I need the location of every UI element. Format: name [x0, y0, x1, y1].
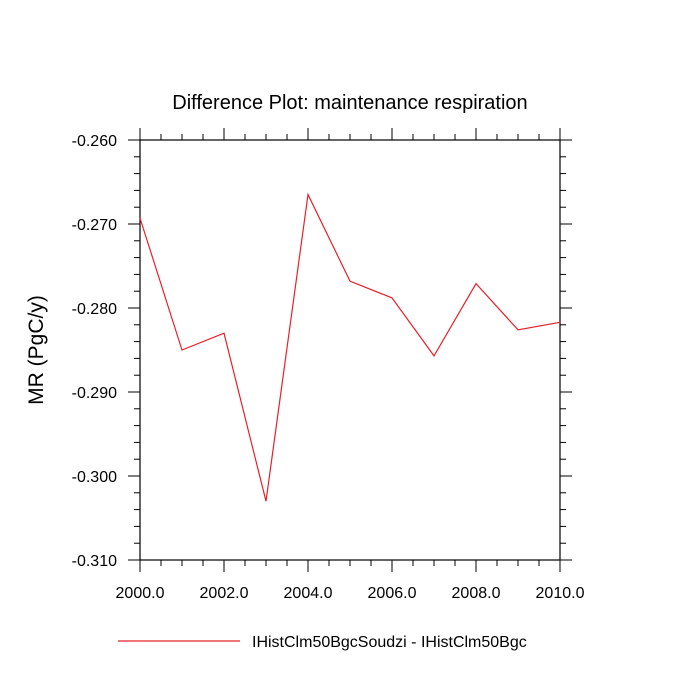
- y-tick-label: -0.270: [72, 217, 117, 234]
- x-axis: 2000.0 2002.0 2004.0 2006.0 2008.0 2010.0: [116, 128, 585, 602]
- y-tick-label: -0.260: [72, 133, 117, 150]
- y-tick-label: -0.310: [72, 553, 117, 570]
- x-tick-label: 2006.0: [368, 585, 417, 602]
- x-tick-label: 2004.0: [284, 585, 333, 602]
- y-tick-label: -0.290: [72, 385, 117, 402]
- x-tick-label: 2010.0: [536, 585, 585, 602]
- y-axis: -0.260 -0.270 -0.280 -0.290 -0.300 -0.310: [72, 133, 572, 570]
- y-tick-label: -0.300: [72, 469, 117, 486]
- x-tick-label: 2000.0: [116, 585, 165, 602]
- x-tick-label: 2008.0: [452, 585, 501, 602]
- series-line: [139, 192, 561, 502]
- y-tick-label: -0.280: [72, 301, 117, 318]
- y-axis-label: MR (PgC/y): [25, 295, 48, 405]
- legend-label: IHistClm50BgcSoudzi - IHistClm50Bgc: [252, 634, 527, 651]
- plot-frame: [139, 139, 561, 561]
- x-tick-label: 2002.0: [200, 585, 249, 602]
- plot-border: [139, 139, 561, 561]
- legend: IHistClm50BgcSoudzi - IHistClm50Bgc: [118, 634, 527, 651]
- series-group: [139, 192, 561, 502]
- chart-title: Difference Plot: maintenance respiration: [172, 92, 527, 114]
